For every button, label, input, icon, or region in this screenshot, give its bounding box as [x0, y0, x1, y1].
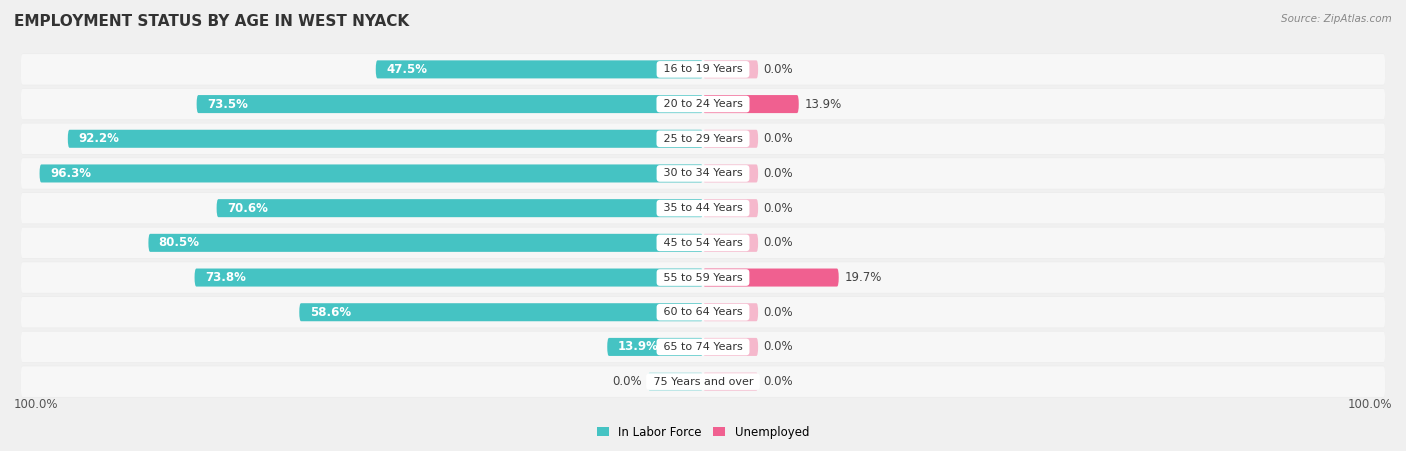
FancyBboxPatch shape	[194, 268, 703, 286]
FancyBboxPatch shape	[21, 366, 1385, 397]
Text: 73.5%: 73.5%	[207, 97, 247, 110]
FancyBboxPatch shape	[703, 199, 758, 217]
Text: 0.0%: 0.0%	[763, 375, 793, 388]
Text: 0.0%: 0.0%	[763, 202, 793, 215]
FancyBboxPatch shape	[703, 165, 758, 183]
Text: 0.0%: 0.0%	[763, 236, 793, 249]
Text: 55 to 59 Years: 55 to 59 Years	[659, 272, 747, 282]
FancyBboxPatch shape	[67, 130, 703, 148]
Text: 47.5%: 47.5%	[387, 63, 427, 76]
FancyBboxPatch shape	[39, 165, 703, 183]
Text: 19.7%: 19.7%	[844, 271, 882, 284]
Text: EMPLOYMENT STATUS BY AGE IN WEST NYACK: EMPLOYMENT STATUS BY AGE IN WEST NYACK	[14, 14, 409, 28]
Text: Source: ZipAtlas.com: Source: ZipAtlas.com	[1281, 14, 1392, 23]
FancyBboxPatch shape	[703, 234, 758, 252]
Text: 92.2%: 92.2%	[79, 132, 120, 145]
FancyBboxPatch shape	[703, 303, 758, 321]
FancyBboxPatch shape	[703, 338, 758, 356]
Text: 0.0%: 0.0%	[763, 167, 793, 180]
FancyBboxPatch shape	[21, 124, 1385, 154]
FancyBboxPatch shape	[703, 130, 758, 148]
Text: 80.5%: 80.5%	[159, 236, 200, 249]
Text: 30 to 34 Years: 30 to 34 Years	[659, 169, 747, 179]
Text: 100.0%: 100.0%	[14, 398, 59, 411]
Text: 70.6%: 70.6%	[226, 202, 267, 215]
FancyBboxPatch shape	[21, 157, 1385, 189]
FancyBboxPatch shape	[703, 60, 758, 78]
Text: 25 to 29 Years: 25 to 29 Years	[659, 134, 747, 144]
FancyBboxPatch shape	[648, 373, 703, 391]
Text: 0.0%: 0.0%	[763, 63, 793, 76]
FancyBboxPatch shape	[21, 297, 1385, 327]
FancyBboxPatch shape	[21, 228, 1385, 258]
Text: 96.3%: 96.3%	[49, 167, 91, 180]
Text: 73.8%: 73.8%	[205, 271, 246, 284]
FancyBboxPatch shape	[21, 331, 1385, 363]
Text: 65 to 74 Years: 65 to 74 Years	[659, 342, 747, 352]
Text: 100.0%: 100.0%	[1347, 398, 1392, 411]
FancyBboxPatch shape	[703, 373, 758, 391]
FancyBboxPatch shape	[375, 60, 703, 78]
FancyBboxPatch shape	[21, 296, 1385, 328]
FancyBboxPatch shape	[21, 89, 1385, 120]
FancyBboxPatch shape	[703, 95, 799, 113]
Text: 35 to 44 Years: 35 to 44 Years	[659, 203, 747, 213]
FancyBboxPatch shape	[197, 95, 703, 113]
Text: 58.6%: 58.6%	[309, 306, 350, 319]
Text: 13.9%: 13.9%	[617, 341, 658, 354]
FancyBboxPatch shape	[21, 193, 1385, 223]
FancyBboxPatch shape	[21, 262, 1385, 294]
Text: 0.0%: 0.0%	[613, 375, 643, 388]
Text: 45 to 54 Years: 45 to 54 Years	[659, 238, 747, 248]
FancyBboxPatch shape	[703, 268, 839, 286]
Legend: In Labor Force, Unemployed: In Labor Force, Unemployed	[592, 421, 814, 443]
FancyBboxPatch shape	[21, 331, 1385, 362]
FancyBboxPatch shape	[21, 262, 1385, 293]
Text: 0.0%: 0.0%	[763, 306, 793, 319]
FancyBboxPatch shape	[21, 227, 1385, 259]
Text: 0.0%: 0.0%	[763, 132, 793, 145]
Text: 13.9%: 13.9%	[804, 97, 842, 110]
FancyBboxPatch shape	[21, 158, 1385, 189]
FancyBboxPatch shape	[21, 53, 1385, 85]
FancyBboxPatch shape	[21, 54, 1385, 85]
FancyBboxPatch shape	[21, 192, 1385, 224]
FancyBboxPatch shape	[217, 199, 703, 217]
Text: 0.0%: 0.0%	[763, 341, 793, 354]
FancyBboxPatch shape	[299, 303, 703, 321]
Text: 16 to 19 Years: 16 to 19 Years	[659, 64, 747, 74]
Text: 75 Years and over: 75 Years and over	[650, 377, 756, 387]
FancyBboxPatch shape	[21, 88, 1385, 120]
Text: 60 to 64 Years: 60 to 64 Years	[659, 307, 747, 317]
FancyBboxPatch shape	[607, 338, 703, 356]
FancyBboxPatch shape	[21, 366, 1385, 398]
FancyBboxPatch shape	[21, 123, 1385, 155]
FancyBboxPatch shape	[149, 234, 703, 252]
Text: 20 to 24 Years: 20 to 24 Years	[659, 99, 747, 109]
